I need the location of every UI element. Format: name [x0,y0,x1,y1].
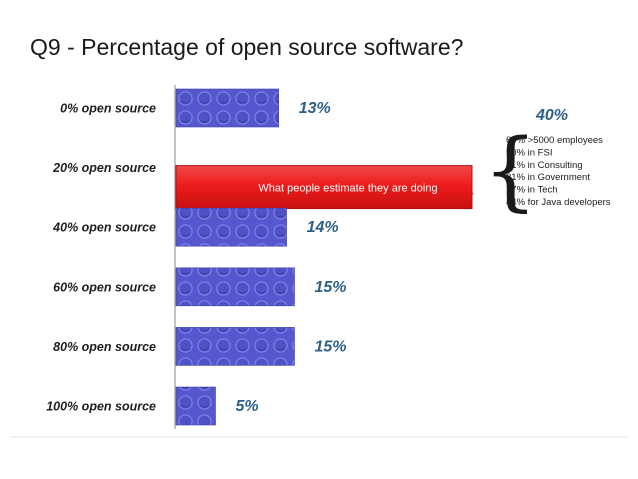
value-label-60-open-source: 15% [315,279,347,296]
value-label-0-open-source: 13% [299,100,331,117]
chart-title: Q9 - Percentage of open source software? [30,34,464,60]
highlight-note: 67% >5000 employees [506,135,603,146]
curly-brace-icon: { [483,121,538,221]
category-label-0-open-source: 0% open source [60,102,156,116]
bar-100-open-source [175,386,216,426]
bars-group [175,88,474,426]
bar-0-open-source [175,88,279,128]
bar-40-open-source [175,207,287,247]
highlight-note: 41% in Consulting [506,160,583,171]
labels-group: 0% open source 13% 20% open source What peo… [46,100,437,415]
category-label-40-open-source: 40% open source [52,221,156,235]
highlight-note: 27% in Tech [506,185,558,196]
highlight-bar-text: What people estimate they are doing [258,183,437,195]
category-label-60-open-source: 60% open source [53,280,156,294]
highlight-note: 44% for Java developers [506,197,611,208]
highlight-value-label: 40% [535,107,568,124]
category-label-20-open-source: 20% open source [52,161,156,175]
bar-20-open-source [175,165,473,210]
category-label-80-open-source: 80% open source [53,340,156,354]
value-label-100-open-source: 5% [236,398,259,415]
value-label-80-open-source: 15% [315,338,347,355]
bar-80-open-source [175,327,295,366]
category-label-100-open-source: 100% open source [46,400,156,414]
value-label-40-open-source: 14% [307,219,339,236]
bar-60-open-source [175,267,295,307]
highlight-note: 50% in FSI [506,147,552,158]
highlight-note: 31% in Government [506,172,590,183]
